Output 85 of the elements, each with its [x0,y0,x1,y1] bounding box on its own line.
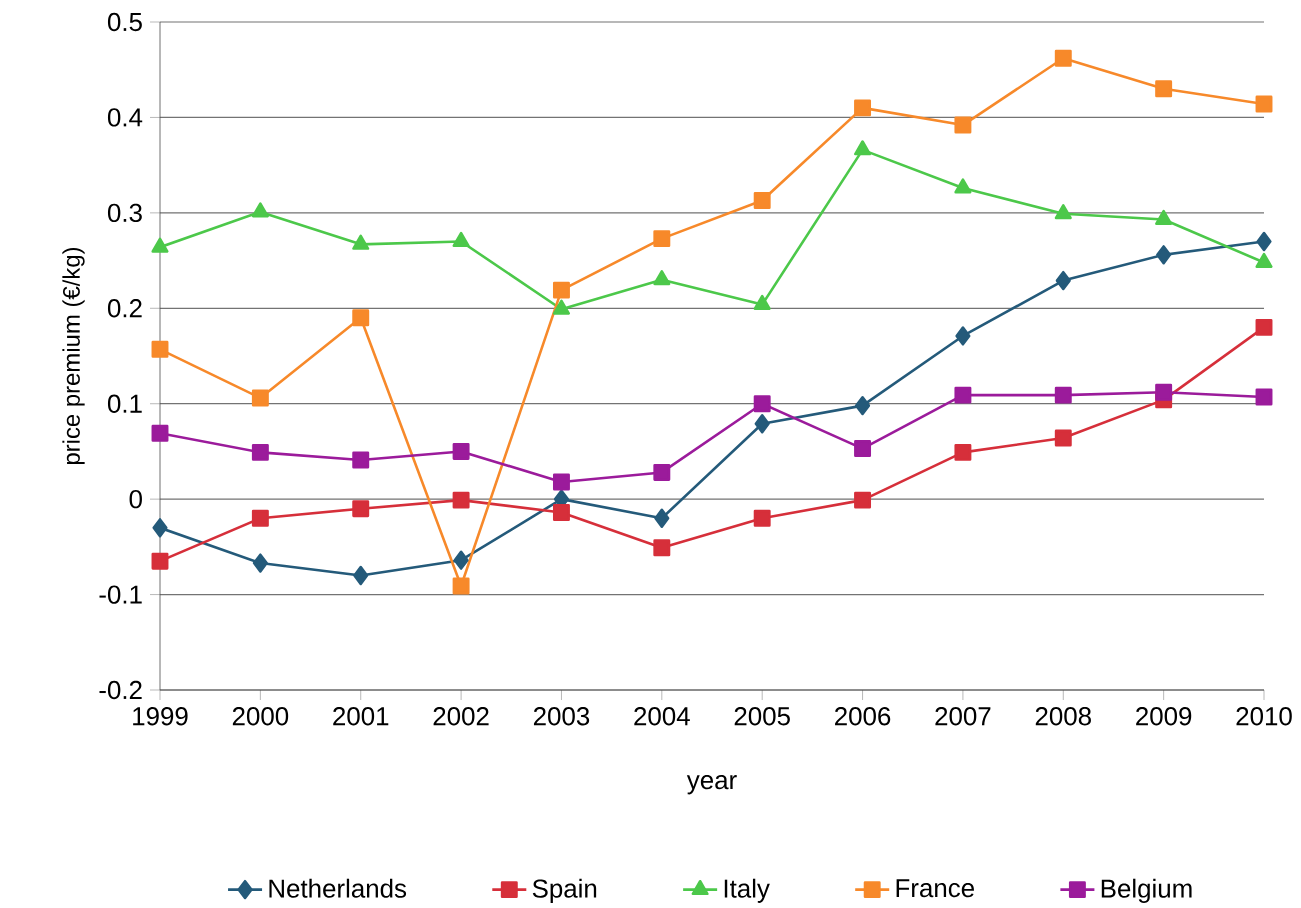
point [453,550,469,570]
point [151,237,169,253]
point [251,202,269,218]
point [251,509,269,527]
point [251,389,269,407]
point [151,552,169,570]
point [1255,252,1273,268]
point [352,309,370,327]
x-tick-label: 2004 [634,707,690,726]
point [552,299,570,315]
point [653,230,671,248]
point [1255,388,1273,406]
point [1155,80,1173,98]
point [854,395,871,416]
point [955,326,971,346]
point [552,473,570,491]
y-tick-label: 0.3 [107,203,142,223]
point [1055,270,1071,291]
point [653,463,671,481]
x-tick-label: 2009 [1136,707,1192,726]
point [452,442,470,460]
point [754,414,770,434]
point [151,340,169,358]
point [653,269,671,286]
x-tick-label: 2005 [734,707,790,726]
point [452,491,470,509]
point [1054,49,1072,67]
point [954,443,972,461]
y-tick-label: 0 [129,489,142,509]
legend-label: Spain [532,878,597,903]
point [654,508,670,528]
legend-label: Netherlands [269,878,407,898]
x-tick-label: 1999 [133,707,188,726]
y-tick-label: 0.4 [107,108,143,127]
point [352,500,370,518]
point [753,191,771,209]
point [552,281,570,299]
x-axis-title: year [686,775,737,795]
point [1255,95,1273,113]
point [1156,245,1172,265]
y-tick-label: 0.5 [107,12,142,32]
x-tick-label: 2010 [1236,707,1292,726]
point [954,178,972,194]
y-tick-label: -0.1 [99,585,142,604]
point [452,231,470,247]
point [954,116,972,134]
x-tick-label: 2008 [1035,707,1091,726]
point [854,140,872,156]
point [753,395,771,413]
point [252,553,268,573]
point [653,539,671,557]
point [1054,204,1072,220]
point [151,424,169,442]
point [1054,386,1072,404]
point [753,509,771,527]
point [352,451,370,469]
x-tick-label: 2006 [835,707,891,726]
point [353,565,369,586]
y-tick-label: 0.2 [107,299,142,318]
legend-label: France [896,879,974,898]
point [452,577,470,595]
point [854,440,872,458]
point [152,518,168,538]
y-tick-label: -0.2 [99,680,142,700]
x-tick-label: 2007 [935,707,991,726]
x-tick-label: 2000 [232,707,289,726]
point [854,491,872,509]
point [1155,209,1173,226]
legend-label: Italy [724,878,770,903]
point [251,443,269,461]
point [753,294,771,310]
point [1054,429,1072,447]
point [352,234,370,250]
point [552,504,570,521]
x-tick-label: 2003 [533,707,590,726]
point [854,99,872,117]
y-axis-title: price premium (€/kg) [62,247,85,465]
point [954,386,972,404]
x-tick-label: 2002 [433,707,489,726]
y-tick-label: 0.1 [107,394,142,413]
point [1255,318,1273,336]
x-tick-label: 2001 [333,707,389,726]
point [1155,383,1173,401]
point [1256,231,1272,252]
legend-label: Belgium [1101,878,1192,903]
